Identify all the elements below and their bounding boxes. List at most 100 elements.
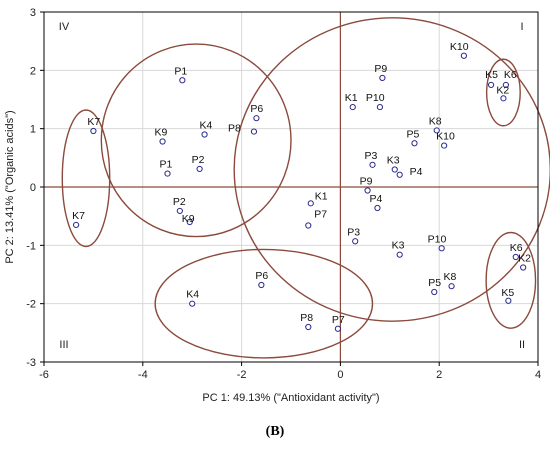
data-point-P8 xyxy=(250,128,258,135)
data-point-K3 xyxy=(396,251,403,258)
data-point-P10 xyxy=(376,103,384,111)
point-label-P3: P3 xyxy=(347,226,360,238)
data-point-K8 xyxy=(448,283,455,290)
point-label-P8: P8 xyxy=(300,312,313,324)
x-tick-label: -4 xyxy=(138,369,148,381)
point-label-P2: P2 xyxy=(173,196,186,208)
data-point-K8 xyxy=(433,127,440,134)
group-ellipses xyxy=(61,17,550,359)
data-point-P1 xyxy=(179,77,186,84)
point-label-K1: K1 xyxy=(315,190,328,202)
x-tick-label: 4 xyxy=(535,369,541,381)
data-point-K4 xyxy=(189,300,196,307)
reference-lines xyxy=(44,12,538,362)
x-tick-label: -6 xyxy=(39,369,49,381)
data-point-K6 xyxy=(512,253,519,261)
point-label-P4: P4 xyxy=(410,166,423,178)
data-point-K5 xyxy=(505,297,512,304)
data-point-K10 xyxy=(441,142,448,149)
data-point-K2 xyxy=(500,95,507,102)
point-label-K4: K4 xyxy=(186,289,199,301)
point-label-K7: K7 xyxy=(72,210,85,222)
data-point-P6 xyxy=(253,115,260,122)
point-label-K4: K4 xyxy=(200,120,213,132)
y-tick-label: -1 xyxy=(26,240,36,252)
ellipse-group-right-center xyxy=(233,17,550,322)
data-point-K10 xyxy=(460,52,467,59)
data-point-K6 xyxy=(502,81,509,89)
data-point-K9 xyxy=(186,218,193,226)
point-label-P1: P1 xyxy=(160,159,173,171)
point-label-P9: P9 xyxy=(360,176,373,188)
data-point-P4 xyxy=(396,171,403,178)
point-label-K3: K3 xyxy=(392,240,405,252)
point-label-K6: K6 xyxy=(510,242,523,254)
point-label-P9: P9 xyxy=(374,63,387,75)
y-tick-label: 2 xyxy=(30,65,36,77)
data-point-P7 xyxy=(334,325,342,332)
data-point-P2 xyxy=(176,207,183,215)
point-label-K2: K2 xyxy=(496,84,509,96)
data-point-K3 xyxy=(391,166,398,173)
point-label-K8: K8 xyxy=(444,271,457,283)
point-label-P8: P8 xyxy=(228,123,241,135)
y-tick-label: -2 xyxy=(26,299,36,311)
point-label-K2: K2 xyxy=(518,253,531,265)
data-point-P9 xyxy=(364,187,371,194)
ellipse-group-upper-left xyxy=(100,43,292,238)
data-point-P7 xyxy=(305,222,312,229)
point-label-P5: P5 xyxy=(407,128,420,140)
point-label-P3: P3 xyxy=(365,150,378,162)
ellipse-group-k-upper-right xyxy=(485,58,521,127)
point-label-K9: K9 xyxy=(182,213,195,225)
quadrant-label-III: III xyxy=(59,339,68,351)
data-points: P1 P6 P8 K9 K4 P1 P2 P2 K9 K7 K7 P6 K4 P8 P7 K1 P7 P9 K1 P1… xyxy=(72,41,531,332)
point-label-K5: K5 xyxy=(501,287,514,299)
point-label-P10: P10 xyxy=(366,92,385,104)
x-tick-label: -2 xyxy=(237,369,247,381)
quadrant-label-II: II xyxy=(519,339,525,351)
data-point-P8 xyxy=(305,323,312,331)
data-point-K4 xyxy=(201,131,208,138)
point-label-K9: K9 xyxy=(155,127,168,139)
y-tick-label: 3 xyxy=(30,7,36,19)
y-tick-label: 1 xyxy=(30,124,36,136)
point-label-K10: K10 xyxy=(450,41,469,53)
point-label-P5: P5 xyxy=(428,277,441,289)
data-point-P2 xyxy=(196,165,203,173)
data-point-P5 xyxy=(431,288,438,296)
point-label-K8: K8 xyxy=(429,115,442,127)
data-point-P10 xyxy=(438,245,445,252)
data-point-K7 xyxy=(73,221,80,229)
y-tick-label: 0 xyxy=(30,182,36,194)
point-label-P2: P2 xyxy=(192,154,205,166)
data-point-P3 xyxy=(352,238,359,245)
data-point-P4 xyxy=(374,204,381,212)
point-label-K7: K7 xyxy=(87,116,100,128)
point-label-P4: P4 xyxy=(369,193,382,205)
x-axis-label: PC 1: 49.13% ("Antioxidant activity") xyxy=(202,392,379,404)
point-label-K6: K6 xyxy=(504,69,517,81)
point-label-P6: P6 xyxy=(255,270,268,282)
ellipse-group-lower-center xyxy=(154,248,374,359)
y-axis-label: PC 2: 13.41% ("Organic acids") xyxy=(4,110,16,263)
ellipse-group-k7 xyxy=(61,109,111,248)
x-tick-label: 2 xyxy=(436,369,442,381)
data-point-K5 xyxy=(487,81,495,89)
quadrant-label-IV: IV xyxy=(59,21,70,33)
quadrant-label-I: I xyxy=(520,21,523,33)
point-label-K1: K1 xyxy=(345,92,358,104)
data-point-P5 xyxy=(411,140,418,147)
point-label-P10: P10 xyxy=(428,233,447,245)
data-point-K1 xyxy=(349,103,356,111)
point-label-P7: P7 xyxy=(314,209,327,221)
data-point-K1 xyxy=(307,200,314,207)
ellipse-group-k-lower-right xyxy=(485,231,537,329)
point-label-P1: P1 xyxy=(174,65,187,77)
data-point-K7 xyxy=(90,127,97,135)
x-tick-label: 0 xyxy=(337,369,343,381)
point-label-K5: K5 xyxy=(485,69,498,81)
point-label-P6: P6 xyxy=(250,103,263,115)
